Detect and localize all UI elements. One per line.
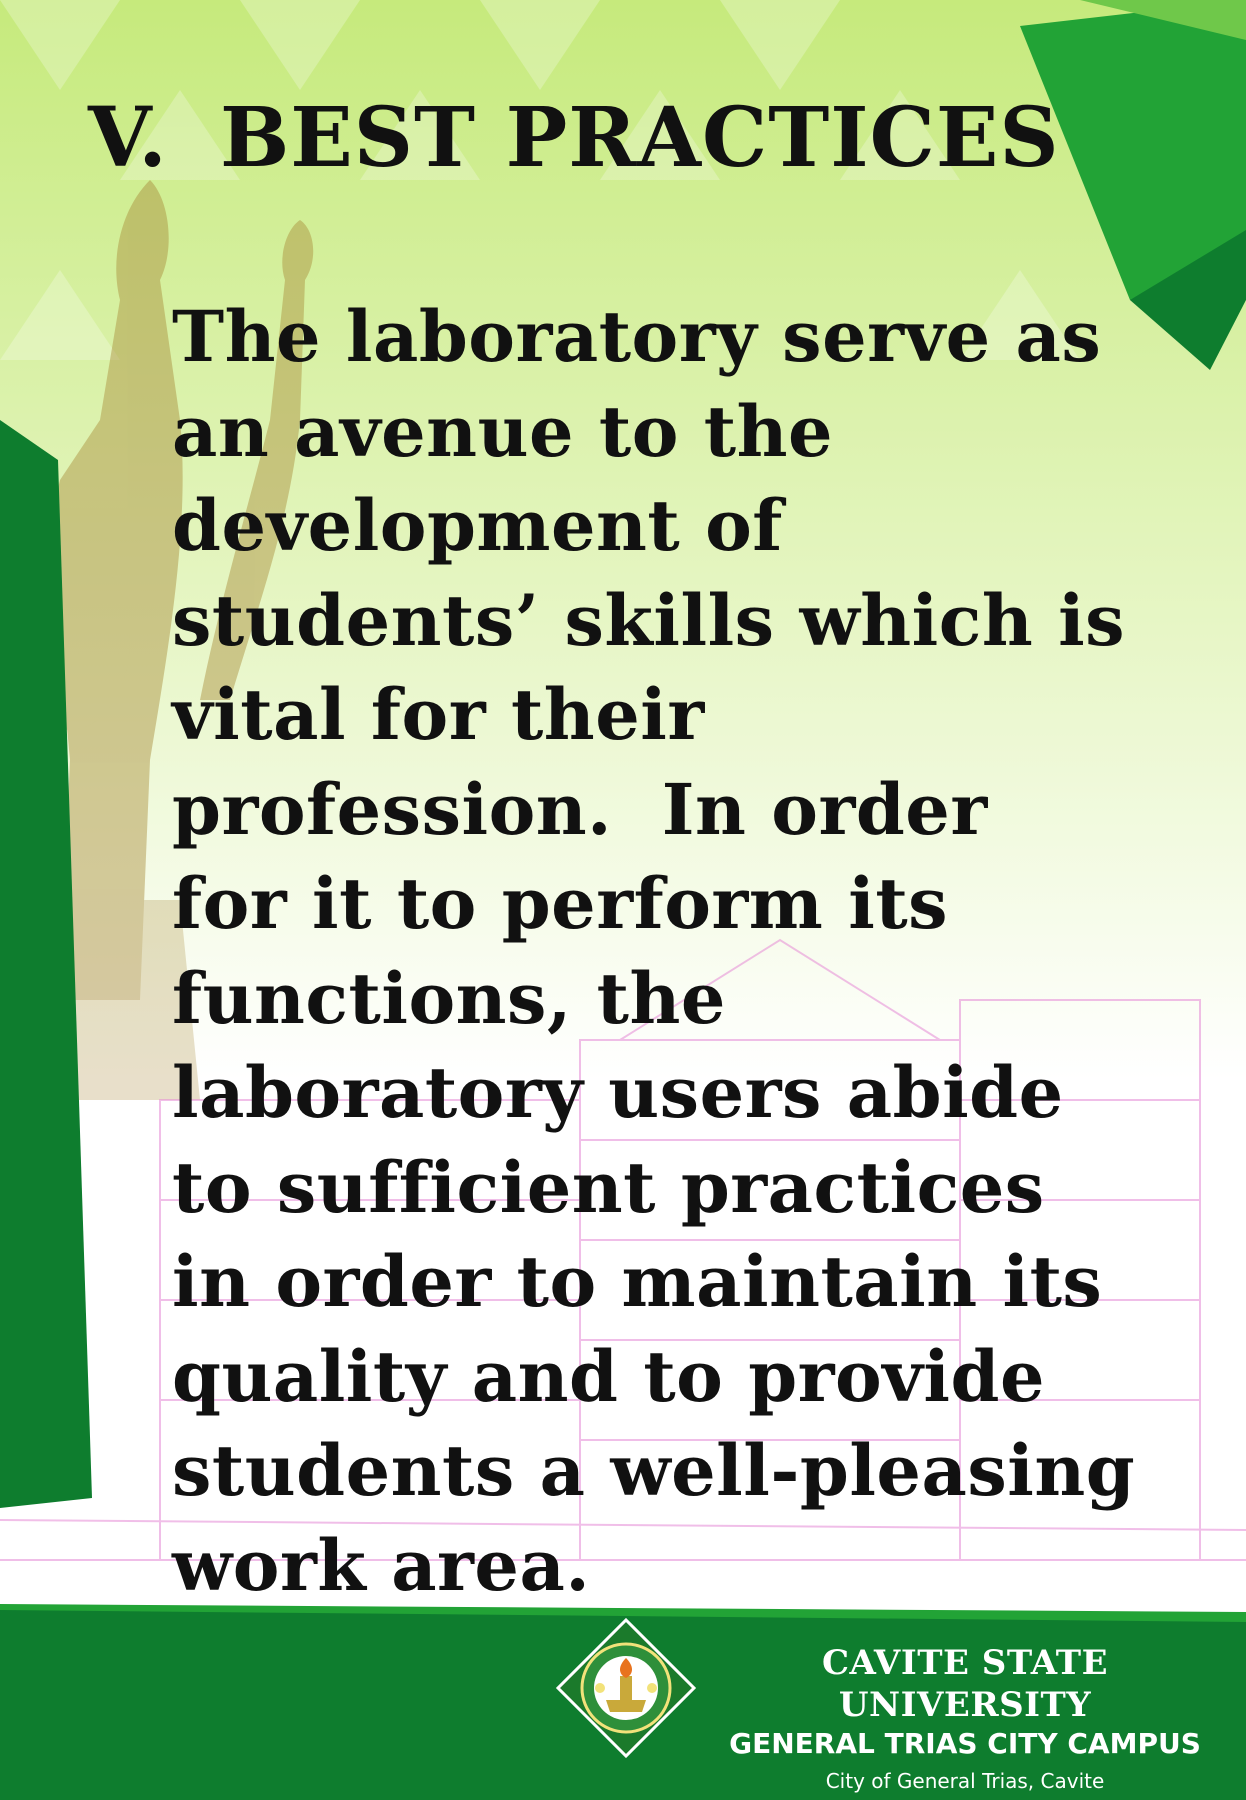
university-name: CAVITE STATE UNIVERSITY bbox=[821, 1643, 1109, 1725]
body-line: development of bbox=[172, 484, 783, 567]
body-line: for it to perform its bbox=[172, 862, 949, 945]
corner-shape-bright bbox=[1020, 0, 1246, 300]
body-line: students’ skills which is bbox=[172, 578, 1126, 662]
body-line: students a well-pleasing bbox=[172, 1429, 1136, 1512]
body-line: to sufficient practices bbox=[172, 1145, 1045, 1229]
campus-location: City of General Trias, Cavite bbox=[825, 1769, 1105, 1793]
body-line: The laboratory serve as bbox=[172, 295, 1102, 378]
body-line: vital for their bbox=[172, 673, 705, 756]
university-seal-icon bbox=[556, 1618, 696, 1758]
section-number: V. bbox=[88, 90, 168, 186]
body-line: in order to maintain its bbox=[172, 1240, 1103, 1323]
body-line: functions, the bbox=[172, 956, 726, 1040]
body-line: profession. In order bbox=[172, 767, 988, 851]
body-line: an avenue to the bbox=[172, 389, 834, 473]
campus-name: GENERAL TRIAS CITY CAMPUS bbox=[729, 1727, 1201, 1760]
left-green-band bbox=[0, 420, 92, 1508]
corner-shape-dark bbox=[1130, 230, 1246, 370]
page-title: V. BEST PRACTICES bbox=[88, 88, 1060, 188]
body-line: quality and to provide bbox=[172, 1334, 1045, 1418]
building-illustration bbox=[0, 938, 1246, 1561]
body-paragraph: The laboratory serve as an avenue to the… bbox=[172, 290, 1192, 1613]
footer-branding: CAVITE STATE UNIVERSITY GENERAL TRIAS CI… bbox=[700, 1642, 1230, 1800]
section-title: BEST PRACTICES bbox=[220, 90, 1060, 186]
body-line: work area. bbox=[172, 1523, 591, 1607]
body-line: laboratory users abide bbox=[172, 1051, 1064, 1134]
